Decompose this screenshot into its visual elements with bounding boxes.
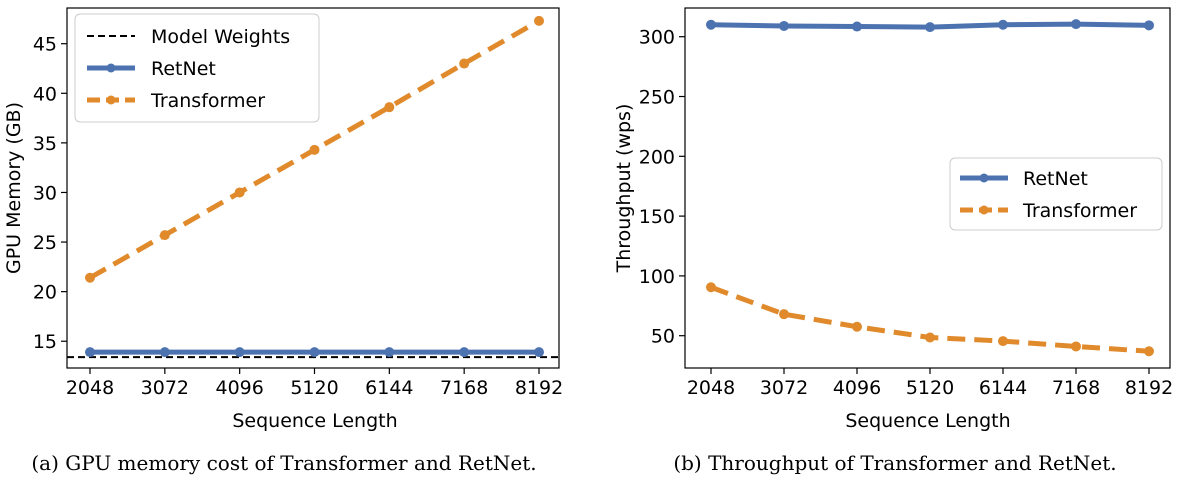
throughput-y-tick-label: 100 <box>639 266 675 288</box>
memory-transformer-point <box>159 230 170 241</box>
memory-plot-area <box>67 15 559 359</box>
memory-y-tick-label: 35 <box>33 133 57 155</box>
memory-transformer-point <box>459 58 470 69</box>
throughput-y-tick-label: 50 <box>651 326 675 348</box>
memory-transformer-point <box>234 187 245 198</box>
legend-retnet-marker-b <box>979 173 989 183</box>
throughput-x-tick-label: 3072 <box>760 377 808 399</box>
throughput-retnet-point <box>1071 19 1081 30</box>
throughput-y-tick-label: 150 <box>639 206 675 228</box>
throughput-transformer-point <box>852 321 862 332</box>
memory-retnet-point <box>85 347 95 358</box>
panel-gpu-memory: 2048 3072 4096 5120 6144 7168 8192 15 20 25 30 35 40… <box>3 7 563 475</box>
memory-retnet-point <box>534 347 544 358</box>
memory-retnet-point <box>384 347 395 358</box>
throughput-transformer-point <box>1144 346 1154 357</box>
throughput-x-tick-label: 8192 <box>1125 377 1173 399</box>
memory-retnet-point <box>234 347 245 358</box>
throughput-legend: RetNet Transformer <box>949 157 1163 231</box>
memory-y-tick-label: 40 <box>33 83 57 105</box>
throughput-transformer-point <box>706 282 716 293</box>
memory-retnet-point <box>459 347 470 358</box>
throughput-retnet-point <box>1144 20 1154 31</box>
memory-plot-frame <box>66 7 560 369</box>
throughput-x-tick-label: 4096 <box>833 377 881 399</box>
throughput-plot-area <box>706 19 1154 357</box>
memory-x-tick-label: 4096 <box>215 377 263 399</box>
throughput-ticks: 2048 3072 4096 5120 6144 7168 8192 50 100 150 200 2… <box>639 27 1173 399</box>
memory-transformer-point <box>85 272 95 283</box>
legend-retnet-marker <box>106 63 116 73</box>
memory-y-tick-label: 25 <box>33 232 57 254</box>
memory-y-tick-label: 20 <box>33 282 57 304</box>
memory-transformer-point <box>534 15 544 26</box>
memory-retnet-point <box>159 347 170 358</box>
legend-transformer-label: Transformer <box>150 90 265 112</box>
throughput-x-tick-label: 6144 <box>979 377 1027 399</box>
memory-transformer-point <box>384 102 395 113</box>
throughput-retnet-point <box>779 20 789 31</box>
legend-model-weights-label: Model Weights <box>151 26 290 48</box>
memory-y-axis-label: GPU Memory (GB) <box>3 102 25 274</box>
throughput-y-tick-label: 200 <box>639 146 675 168</box>
throughput-x-tick-label: 7168 <box>1052 377 1100 399</box>
legend-retnet-label-b: RetNet <box>1023 168 1088 190</box>
legend-transformer-label-b: Transformer <box>1022 200 1137 222</box>
memory-y-tick-label: 30 <box>33 182 57 204</box>
throughput-caption: (b) Throughput of Transformer and RetNet… <box>673 451 1116 475</box>
throughput-transformer-point <box>779 309 789 320</box>
memory-x-tick-label: 6144 <box>365 377 413 399</box>
throughput-retnet-point <box>998 19 1008 30</box>
throughput-transformer-point <box>925 332 935 343</box>
memory-y-tick-label: 45 <box>33 34 57 56</box>
panel-throughput: 2048 3072 4096 5120 6144 7168 8192 50 100 150 200 2… <box>613 7 1173 475</box>
throughput-transformer-point <box>1071 341 1081 352</box>
memory-transformer-point <box>309 144 320 155</box>
throughput-plot-frame <box>684 7 1171 369</box>
throughput-transformer-point <box>998 336 1008 347</box>
legend-retnet-label: RetNet <box>151 58 216 80</box>
throughput-retnet-point <box>852 21 862 32</box>
memory-retnet-point <box>309 347 320 358</box>
memory-ticks: 2048 3072 4096 5120 6144 7168 8192 15 20 25 30 35 40… <box>33 34 563 399</box>
throughput-y-tick-label: 250 <box>639 87 675 109</box>
memory-legend-box <box>74 13 320 123</box>
memory-caption: (a) GPU memory cost of Transformer and R… <box>31 451 536 475</box>
throughput-x-axis-label: Sequence Length <box>845 410 1010 432</box>
memory-x-tick-label: 3072 <box>141 377 189 399</box>
throughput-x-tick-label: 5120 <box>906 377 954 399</box>
memory-x-tick-label: 7168 <box>440 377 488 399</box>
memory-legend: Model Weights RetNet Transformer <box>74 13 320 123</box>
memory-y-tick-label: 15 <box>33 331 57 353</box>
throughput-y-tick-label: 300 <box>639 27 675 49</box>
legend-transformer-marker-b <box>979 205 989 215</box>
memory-x-axis-label: Sequence Length <box>232 410 397 432</box>
throughput-retnet-point <box>925 22 935 33</box>
throughput-y-axis-label: Throughput (wps) <box>613 104 635 274</box>
memory-x-tick-label: 8192 <box>515 377 563 399</box>
throughput-x-tick-label: 2048 <box>687 377 735 399</box>
legend-transformer-marker <box>106 95 116 105</box>
memory-x-tick-label: 5120 <box>290 377 338 399</box>
memory-x-tick-label: 2048 <box>66 377 114 399</box>
throughput-retnet-point <box>706 19 716 30</box>
